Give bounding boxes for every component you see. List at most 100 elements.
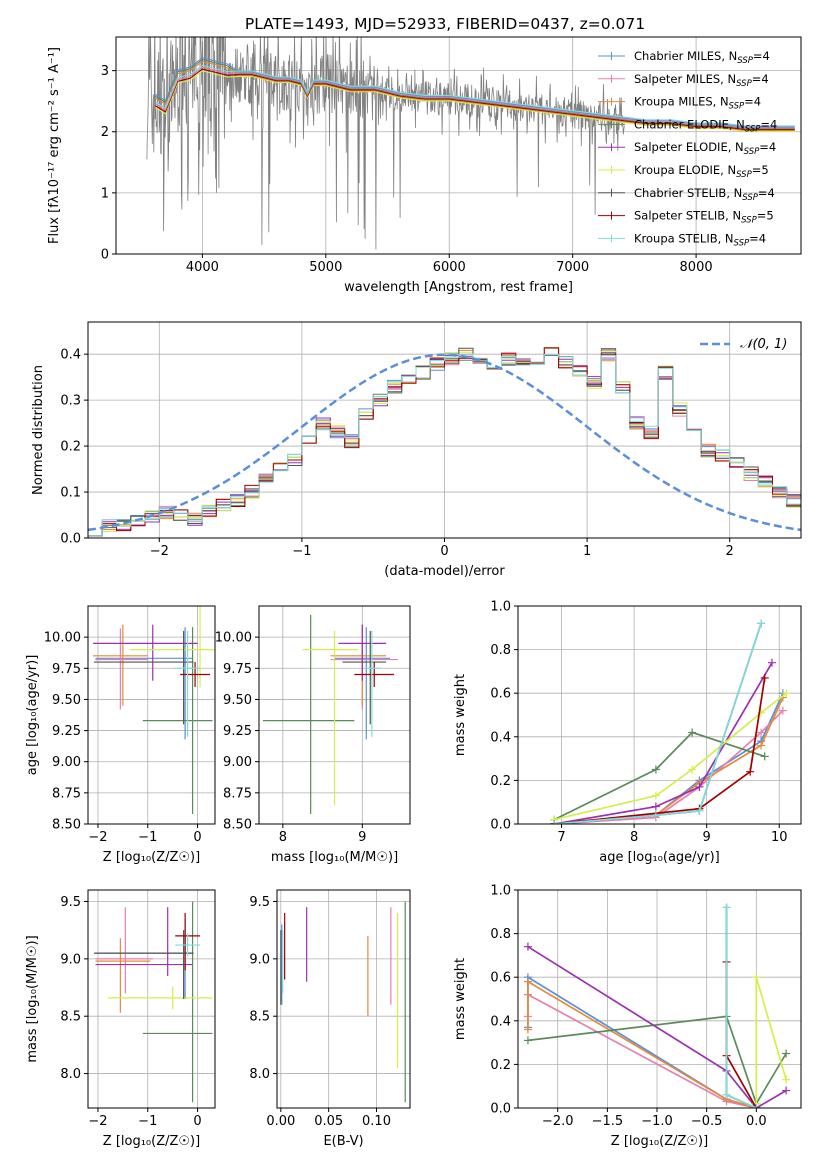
x-tick-label: −0.5	[691, 1114, 723, 1129]
y-tick-label: 9.75	[223, 662, 252, 677]
x-tick-label: −2.0	[542, 1114, 574, 1129]
x-tick-label: 0	[193, 1114, 201, 1129]
errorbar-chabrier_elodie	[142, 901, 213, 1103]
weight-point-salpeter_elodie	[695, 782, 704, 791]
plot-area	[146, 37, 795, 250]
y-tick-label: 0.4	[490, 1014, 511, 1029]
x-tick-label: −1.5	[592, 1114, 624, 1129]
histogram-salpeter_stelib	[88, 347, 801, 537]
y-tick-label: 2	[101, 125, 109, 140]
errorbar-chabrier_miles	[95, 627, 193, 740]
x-tick-label: −1	[138, 1114, 157, 1129]
weight-point-kroupa_stelib	[752, 1104, 761, 1108]
weight-line-salpeter_elodie	[527, 945, 787, 1108]
weight-point-kroupa_elodie	[782, 689, 791, 698]
weight-point-salpeter_elodie	[767, 658, 776, 667]
x-tick-label: 4000	[186, 260, 219, 275]
model-line-kroupa_miles	[155, 60, 795, 132]
errorbar-salpeter_miles	[330, 628, 399, 710]
x-tick-label: −2	[88, 830, 107, 845]
weight-point-salpeter_elodie	[782, 1086, 791, 1095]
y-tick-label: 0.4	[60, 348, 81, 363]
errorbar-chabrier_stelib	[93, 930, 194, 999]
x-tick-label: 1	[583, 544, 591, 559]
axes-frame	[87, 889, 216, 1109]
errorbar-kroupa_stelib	[363, 630, 380, 737]
y-tick-label: 9.25	[52, 724, 81, 739]
weight-line-salpeter_miles	[527, 993, 757, 1108]
y-tick-label: 9.50	[52, 693, 81, 708]
x-tick-label: −2	[88, 1114, 107, 1129]
axes-frame	[517, 605, 802, 825]
figure-title: PLATE=1493, MJD=52933, FIBERID=0437, z=0…	[245, 15, 645, 33]
y-tick-label: 9.0	[60, 952, 81, 967]
x-tick-label: 8	[630, 830, 638, 845]
y-tick-label: 3	[101, 64, 109, 79]
weight-point-chabrier_elodie	[651, 765, 660, 774]
axes-frame	[517, 889, 802, 1109]
errorbar-kroupa_stelib	[175, 933, 201, 957]
x-tick-label: 0.0	[746, 1114, 767, 1129]
weight-line-salpeter_stelib	[725, 961, 758, 1108]
x-tick-label: −1.0	[641, 1114, 673, 1129]
panel-residuals: −2 −1 0 1 2 0.0 0.1 0.2 0.3 0.4 (data-model)/error…	[31, 321, 802, 579]
weight-line-chabrier_miles	[527, 975, 757, 1108]
weight-point-kroupa_elodie	[688, 765, 697, 774]
x-axis-label: wavelength [Angstrom, rest frame]	[344, 280, 573, 295]
errorbar-kroupa_elodie	[302, 630, 359, 806]
y-tick-label: 9.25	[223, 724, 252, 739]
plot-area	[523, 903, 791, 1108]
y-tick-label: 0.6	[490, 687, 511, 702]
x-tick-label: 0.00	[266, 1114, 295, 1129]
weight-line-salpeter_elodie	[554, 662, 773, 824]
weight-point-chabrier_elodie	[760, 752, 769, 761]
y-tick-label: 0.0	[60, 532, 81, 547]
weight-line-kroupa_miles	[554, 697, 784, 824]
y-tick-label: 1.0	[490, 600, 511, 615]
y-tick-label: 9.5	[60, 895, 81, 910]
panel-massweight_vs_Z: −2.0 −1.5 −1.0 −0.5 0.0 0.0 0.2 0.4 0.6 0.8 1.0 Z […	[453, 884, 802, 1149]
axes-frame	[276, 889, 411, 1109]
panel-age_vs_Z: −2 −1 0 8.50 8.75 9.00 9.25 9.50 9.75 10.00 Z [log…	[25, 605, 216, 865]
panel-massweight_vs_age: 7 8 9 10 0.0 0.2 0.4 0.6 0.8 1.0 age [log₁₀(age/yr…	[453, 600, 802, 865]
y-tick-label: 0.4	[490, 730, 511, 745]
axes-frame	[258, 605, 411, 825]
legend-label-kroupa_stelib: Kroupa STELIB, NSSP=4	[634, 231, 766, 248]
y-tick-label: 10.00	[215, 631, 252, 646]
x-axis-label: E(B-V)	[323, 1134, 363, 1149]
x-axis-label: Z [log₁₀(Z/Z☉)]	[611, 1134, 708, 1149]
histogram-chabrier_miles	[88, 353, 801, 537]
panel-mass_vs_Z: −2 −1 0 8.0 8.5 9.0 9.5 Z [log₁₀(Z/Z☉)] mass [lo…	[25, 889, 216, 1149]
weight-point-kroupa_elodie	[757, 708, 766, 717]
x-tick-label: 7	[557, 830, 565, 845]
y-tick-label: 0.8	[490, 927, 511, 942]
panel-spectrum: 4000 5000 6000 7000 8000 0 1 2 3 wavelength [Angs…	[47, 36, 802, 295]
panel-mass_vs_EBV: 0.00 0.05 0.10 8.0 8.5 9.0 9.5 E(B-V)	[249, 889, 411, 1149]
y-tick-label: 8.5	[60, 1010, 81, 1025]
weight-point-kroupa_stelib	[695, 806, 704, 815]
x-tick-label: 0	[193, 830, 201, 845]
x-axis-label: age [log₁₀(age/yr)]	[599, 850, 720, 865]
x-axis-label: (data-model)/error	[384, 564, 505, 579]
y-tick-label: 9.00	[223, 755, 252, 770]
errorbar-salpeter_elodie	[92, 624, 198, 681]
histogram-kroupa_miles	[88, 349, 801, 537]
y-tick-label: 8.0	[249, 1067, 270, 1082]
y-tick-label: 8.75	[52, 786, 81, 801]
weight-line-chabrier_stelib	[725, 907, 757, 1108]
weight-line-kroupa_stelib	[554, 623, 762, 824]
weight-point-chabrier_elodie	[523, 1036, 532, 1045]
weight-point-kroupa_stelib	[722, 903, 731, 912]
y-tick-label: 9.0	[249, 952, 270, 967]
y-tick-label: 8.50	[52, 818, 81, 833]
weight-point-salpeter_elodie	[523, 942, 532, 951]
x-tick-label: 2	[726, 544, 734, 559]
y-tick-label: 8.75	[223, 786, 252, 801]
x-axis-label: Z [log₁₀(Z/Z☉)]	[103, 850, 200, 865]
errorbar-salpeter_miles	[95, 907, 153, 994]
y-tick-label: 0.3	[60, 394, 81, 409]
axes-frame	[115, 36, 802, 255]
x-axis-label: Z [log₁₀(Z/Z☉)]	[103, 1134, 200, 1149]
errorbar-chabrier_stelib	[93, 630, 194, 725]
